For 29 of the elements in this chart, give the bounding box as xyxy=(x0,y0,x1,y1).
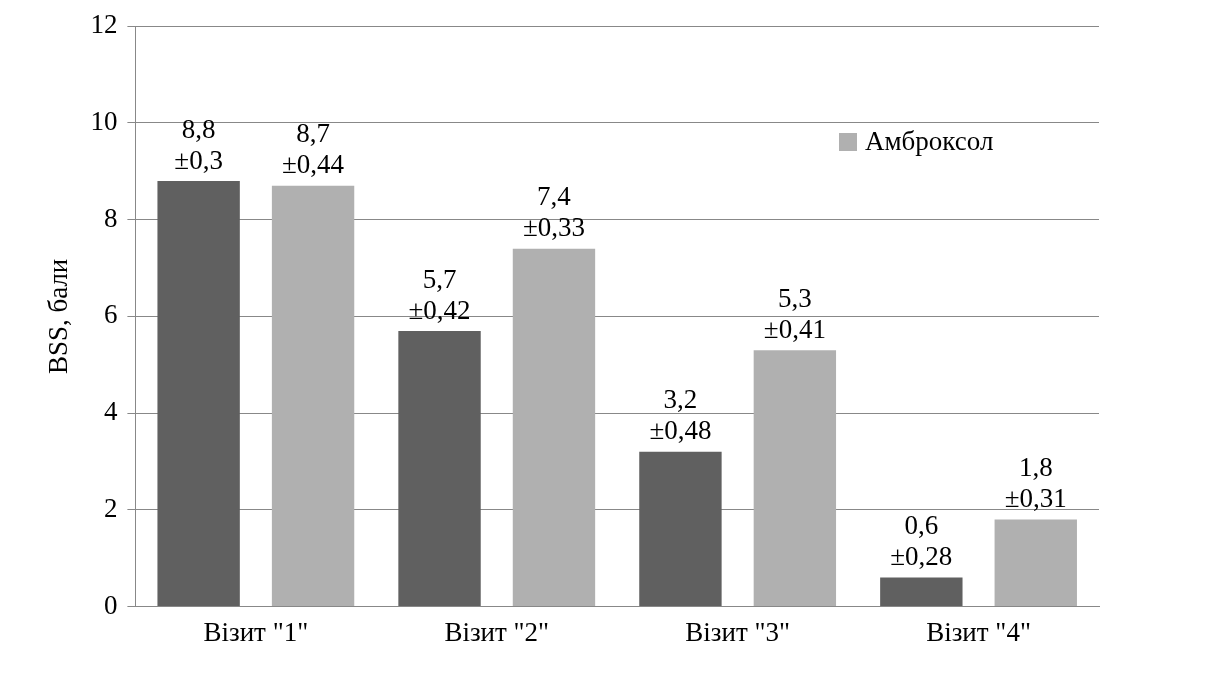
data-label: 3,2 ±0,48 xyxy=(649,384,712,446)
data-label: 5,3 ±0,41 xyxy=(763,282,826,344)
bar xyxy=(157,180,240,607)
y-tick-label: 2 xyxy=(103,492,118,523)
legend-label: Амброксол xyxy=(865,126,994,158)
data-label: 8,8 ±0,3 xyxy=(174,113,223,175)
data-label: 7,4 ±0,33 xyxy=(522,181,585,243)
x-tick-label: Візит "2" xyxy=(444,616,550,647)
bar xyxy=(398,330,481,607)
x-tick-label: Візит "3" xyxy=(685,616,791,647)
y-tick-label: 0 xyxy=(103,589,118,620)
bar xyxy=(271,185,355,607)
y-tick-label: 8 xyxy=(103,202,118,233)
bar xyxy=(639,451,722,607)
y-tick-label: 4 xyxy=(103,396,118,427)
y-tick-label: 10 xyxy=(90,106,118,137)
bar xyxy=(512,248,596,607)
data-label: 5,7 ±0,42 xyxy=(408,263,471,325)
data-label: 8,7 ±0,44 xyxy=(282,118,345,180)
x-tick-label: Візит "4" xyxy=(926,616,1031,647)
y-axis-title: BSS, бали xyxy=(43,258,74,375)
y-tick-label: 12 xyxy=(90,9,118,40)
y-tick-label: 6 xyxy=(103,299,118,330)
bar xyxy=(753,350,837,607)
bar xyxy=(880,577,963,607)
data-label: 0,6 ±0,28 xyxy=(890,510,953,572)
data-label: 1,8 ±0,31 xyxy=(1004,452,1067,514)
x-tick-label: Візит "1" xyxy=(203,616,309,647)
bar xyxy=(994,519,1077,607)
